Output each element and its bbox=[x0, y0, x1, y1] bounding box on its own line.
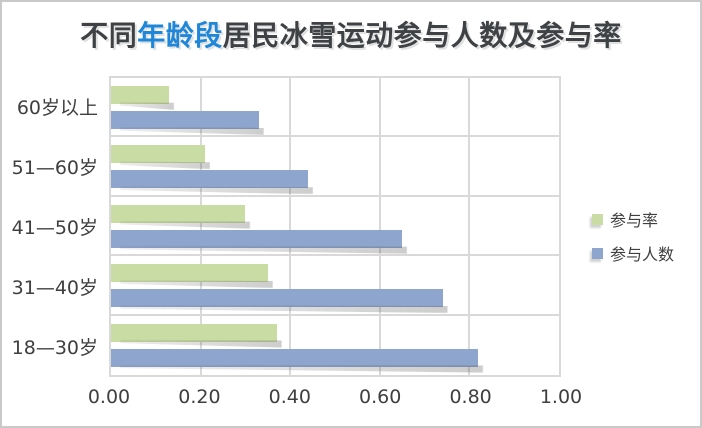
x-axis-tick-label: 0.80 bbox=[449, 386, 492, 408]
x-axis-tick-label: 0.00 bbox=[87, 386, 131, 408]
x-axis-tick-label: 0.20 bbox=[178, 386, 221, 408]
bar-participation-rate bbox=[111, 204, 246, 223]
bar-participant-count bbox=[111, 289, 443, 308]
bar-participation-rate bbox=[111, 86, 170, 104]
legend-label-rate: 参与率 bbox=[610, 211, 659, 230]
bar-participant-count bbox=[111, 229, 403, 248]
y-axis-label: 18—30岁 bbox=[11, 337, 98, 360]
y-axis-labels: 60岁以上 51—60岁 41—50岁 31—40岁 18—30岁 bbox=[2, 76, 98, 377]
bar-participation-rate bbox=[111, 323, 277, 342]
category-row bbox=[111, 316, 559, 375]
chart-title-highlight: 年龄段 bbox=[137, 19, 223, 52]
bar-participant-count bbox=[111, 111, 259, 129]
gridline bbox=[468, 78, 471, 375]
plot-area bbox=[109, 76, 561, 377]
x-axis-labels: 0.00 0.20 0.40 0.60 0.80 1.00 bbox=[88, 386, 582, 412]
x-axis-tick-label: 1.00 bbox=[539, 386, 583, 408]
legend-item-rate: 参与率 bbox=[592, 207, 674, 231]
y-axis-label: 31—40岁 bbox=[11, 277, 98, 300]
category-row bbox=[111, 78, 559, 138]
x-axis-tick-label: 0.60 bbox=[359, 386, 402, 408]
chart-title-suffix: 居民冰雪运动参与人数及参与率 bbox=[222, 19, 622, 52]
gridline bbox=[289, 78, 292, 375]
category-row bbox=[111, 256, 559, 316]
gridline bbox=[378, 78, 381, 375]
legend-swatch-rate bbox=[592, 213, 603, 225]
y-axis-label: 41—50岁 bbox=[11, 216, 98, 239]
y-axis-label: 51—60岁 bbox=[11, 156, 98, 179]
bar-participant-count bbox=[111, 348, 479, 367]
chart-title-prefix: 不同 bbox=[80, 19, 138, 52]
category-row bbox=[111, 137, 559, 197]
category-row bbox=[111, 197, 559, 257]
legend-label-count: 参与人数 bbox=[610, 245, 675, 264]
bar-participant-count bbox=[111, 170, 309, 189]
legend: 参与率 参与人数 bbox=[592, 207, 674, 275]
legend-swatch-count bbox=[592, 247, 603, 259]
bar-participation-rate bbox=[111, 145, 206, 164]
y-axis-label: 60岁以上 bbox=[16, 96, 98, 119]
chart-title: 不同年龄段居民冰雪运动参与人数及参与率 bbox=[2, 14, 700, 54]
x-axis-tick-label: 0.40 bbox=[268, 386, 311, 408]
bar-participation-rate bbox=[111, 264, 268, 283]
legend-item-count: 参与人数 bbox=[592, 241, 674, 265]
